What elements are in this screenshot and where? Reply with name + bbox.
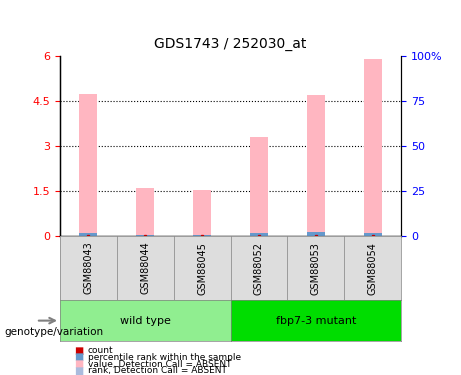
Text: ■: ■ (74, 359, 83, 369)
Bar (79, 232, 97, 236)
Text: GSM88054: GSM88054 (367, 242, 378, 295)
Text: GSM88052: GSM88052 (254, 242, 264, 295)
Text: genotype/variation: genotype/variation (5, 327, 104, 337)
Text: GSM88043: GSM88043 (83, 242, 94, 294)
Text: value, Detection Call = ABSENT: value, Detection Call = ABSENT (88, 360, 231, 369)
Text: GSM88053: GSM88053 (311, 242, 321, 295)
Text: GSM88044: GSM88044 (140, 242, 150, 294)
Text: wild type: wild type (120, 316, 171, 326)
Bar (364, 59, 382, 236)
Text: ■: ■ (74, 346, 83, 355)
Bar (250, 233, 268, 236)
Bar (364, 232, 382, 236)
Text: rank, Detection Call = ABSENT: rank, Detection Call = ABSENT (88, 366, 226, 375)
Text: percentile rank within the sample: percentile rank within the sample (88, 353, 241, 362)
Text: fbp7-3 mutant: fbp7-3 mutant (276, 316, 356, 326)
Bar (136, 235, 154, 236)
Title: GDS1743 / 252030_at: GDS1743 / 252030_at (154, 37, 307, 51)
Bar (136, 188, 154, 236)
Text: GSM88045: GSM88045 (197, 242, 207, 295)
Text: ■: ■ (74, 352, 83, 362)
Bar (250, 137, 268, 236)
Bar (193, 190, 211, 236)
Bar (193, 235, 211, 236)
Text: ■: ■ (74, 366, 83, 375)
Bar (307, 95, 325, 236)
Text: count: count (88, 346, 113, 355)
Bar (79, 94, 97, 236)
Bar (307, 232, 325, 236)
